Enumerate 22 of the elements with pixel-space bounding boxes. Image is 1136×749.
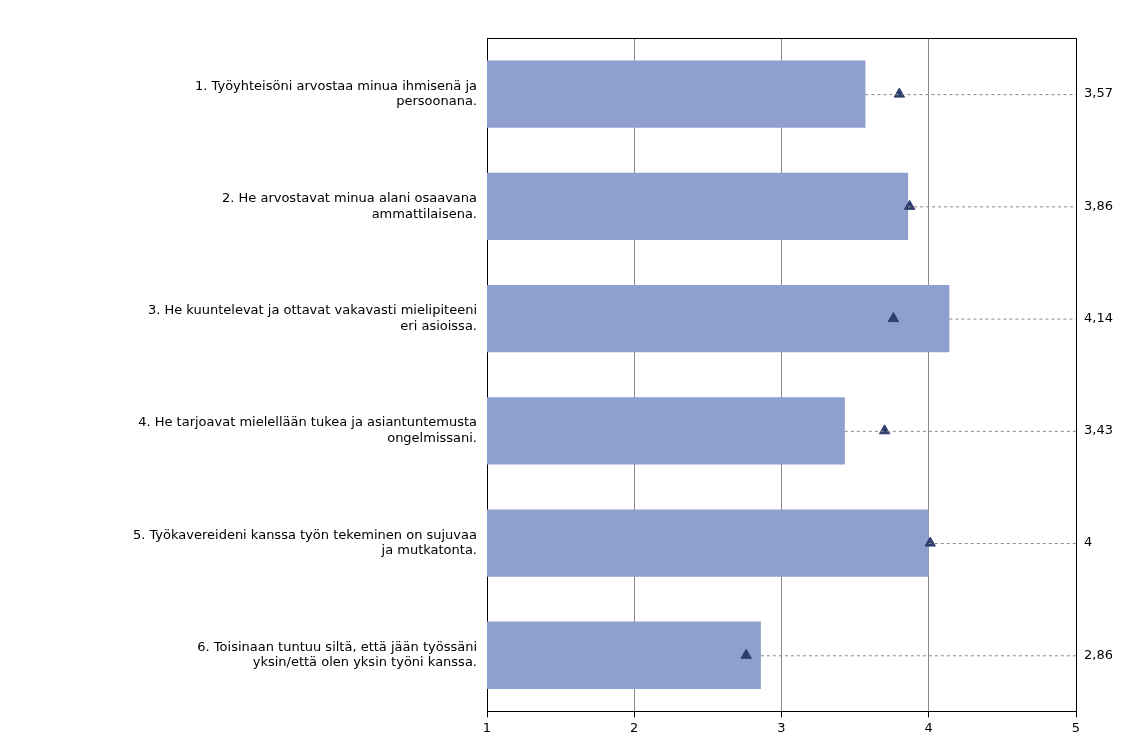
data-label: 4 [1084, 534, 1093, 550]
data-label: 3,57 [1084, 85, 1113, 101]
point [740, 648, 752, 659]
point [878, 424, 891, 435]
point [893, 87, 905, 98]
y-tick-label: 5. Työkavereideni kanssa työn tekeminen on sujuvaa ja mutkatonta. [132, 526, 477, 558]
y-tick-label: 6. Toisinaan tuntuu siltä, että jään työssäni yksin/että olen yksin työni kanssa. [197, 638, 477, 670]
x-tick-label: 2 [630, 719, 639, 735]
data-label: 3,43 [1084, 422, 1113, 438]
x-tick-label: 5 [1071, 719, 1081, 735]
data-label: 4,14 [1084, 309, 1113, 325]
data-label: 2,86 [1084, 646, 1113, 662]
y-tick-label: 1. Työyhteisöni arvostaa minua ihmisenä ja persoonana. [194, 77, 477, 109]
x-tick-label: 1 [482, 719, 492, 735]
y-tick-label: 3. He kuuntelevat ja ottavat vakavasti mielipiteeni eri asioissa. [147, 302, 477, 333]
y-tick-label: 4. He tarjoavat mielellään tukea ja asiantuntemusta ongelmissani. [138, 414, 477, 445]
point [924, 536, 936, 547]
data-label: 3,86 [1084, 197, 1113, 213]
x-tick-label: 3 [777, 719, 786, 735]
point [887, 312, 900, 323]
y-tick-label: 2. He arvostavat minua alani osaavana ammattilaisena. [221, 189, 477, 221]
x-tick-label: 4 [924, 719, 933, 735]
